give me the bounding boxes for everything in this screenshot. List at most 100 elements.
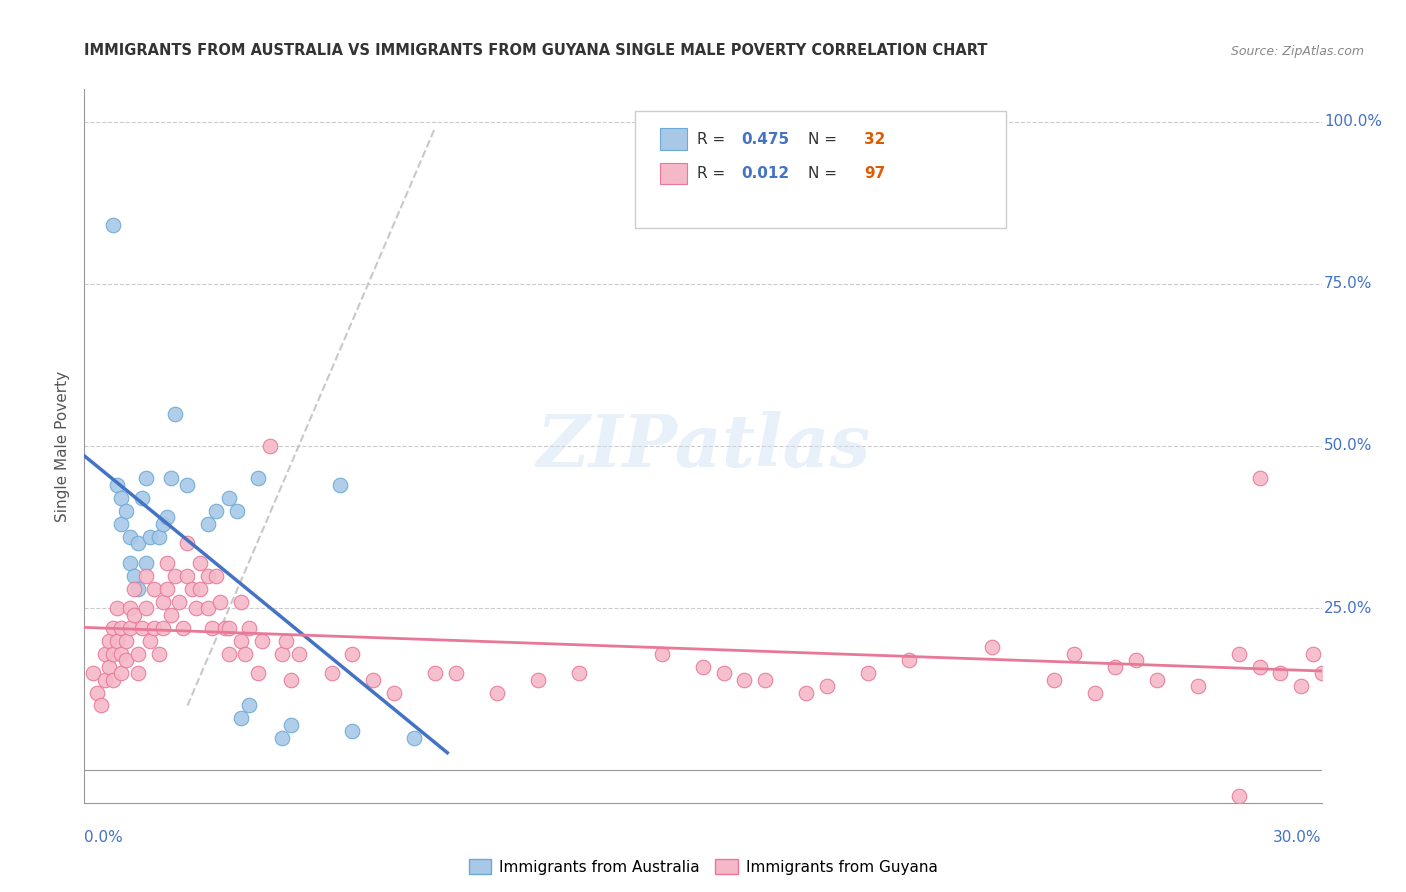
Point	[160, 471, 183, 485]
Point	[404, 731, 426, 745]
Point	[118, 530, 141, 544]
Point	[238, 621, 260, 635]
Point	[176, 478, 198, 492]
Point	[98, 633, 121, 648]
Point	[250, 633, 273, 648]
Point	[114, 504, 136, 518]
Text: 97: 97	[863, 166, 886, 181]
Text: Source: ZipAtlas.com: Source: ZipAtlas.com	[1230, 45, 1364, 58]
Text: 25.0%: 25.0%	[1324, 600, 1372, 615]
Point	[1227, 789, 1250, 804]
Point	[98, 659, 121, 673]
Point	[201, 621, 224, 635]
Point	[135, 471, 157, 485]
Point	[180, 582, 202, 596]
Point	[423, 666, 446, 681]
Point	[246, 471, 269, 485]
Point	[143, 621, 166, 635]
Point	[815, 679, 838, 693]
Point	[271, 647, 294, 661]
Point	[856, 666, 879, 681]
Point	[527, 673, 550, 687]
Point	[86, 685, 108, 699]
FancyBboxPatch shape	[636, 111, 1007, 228]
Text: 100.0%: 100.0%	[1324, 114, 1382, 129]
Point	[1249, 659, 1271, 673]
Point	[1104, 659, 1126, 673]
Point	[898, 653, 921, 667]
Point	[1249, 471, 1271, 485]
Point	[188, 556, 211, 570]
Point	[361, 673, 384, 687]
Point	[114, 633, 136, 648]
Point	[148, 530, 170, 544]
Point	[110, 621, 132, 635]
Point	[218, 491, 240, 505]
Point	[122, 582, 145, 596]
Point	[342, 647, 364, 661]
Text: N =: N =	[808, 132, 842, 146]
Point	[226, 504, 249, 518]
Point	[131, 491, 153, 505]
Point	[118, 601, 141, 615]
Point	[152, 621, 174, 635]
Point	[156, 510, 179, 524]
Point	[105, 478, 128, 492]
Point	[485, 685, 508, 699]
Point	[122, 607, 145, 622]
Text: 32: 32	[863, 132, 886, 146]
Point	[131, 621, 153, 635]
Point	[103, 673, 125, 687]
Point	[205, 504, 228, 518]
Point	[90, 698, 112, 713]
Point	[94, 647, 117, 661]
Point	[118, 621, 141, 635]
Point	[105, 601, 128, 615]
Text: 75.0%: 75.0%	[1324, 277, 1372, 292]
Point	[103, 219, 125, 233]
Point	[280, 718, 302, 732]
Legend: Immigrants from Australia, Immigrants from Guyana: Immigrants from Australia, Immigrants fr…	[463, 853, 943, 880]
Point	[127, 536, 149, 550]
Text: 30.0%: 30.0%	[1274, 830, 1322, 845]
Point	[733, 673, 755, 687]
Point	[105, 633, 128, 648]
Point	[122, 568, 145, 582]
Point	[103, 647, 125, 661]
FancyBboxPatch shape	[659, 128, 688, 150]
Point	[229, 711, 252, 725]
Point	[152, 516, 174, 531]
Point	[165, 568, 187, 582]
Text: N =: N =	[808, 166, 842, 181]
Point	[197, 601, 219, 615]
Point	[209, 595, 232, 609]
Point	[184, 601, 207, 615]
Point	[794, 685, 817, 699]
Point	[1084, 685, 1107, 699]
Text: ZIPatlas: ZIPatlas	[536, 410, 870, 482]
Point	[1146, 673, 1168, 687]
Point	[246, 666, 269, 681]
Point	[233, 647, 256, 661]
Point	[651, 647, 673, 661]
Point	[1310, 666, 1333, 681]
Point	[135, 556, 157, 570]
Point	[110, 491, 132, 505]
Point	[218, 621, 240, 635]
Text: 0.475: 0.475	[741, 132, 790, 146]
Text: 50.0%: 50.0%	[1324, 439, 1372, 453]
Point	[165, 407, 187, 421]
Point	[110, 666, 132, 681]
Point	[167, 595, 190, 609]
Point	[1063, 647, 1085, 661]
Point	[229, 595, 252, 609]
Point	[205, 568, 228, 582]
Point	[568, 666, 591, 681]
Point	[1302, 647, 1324, 661]
Text: IMMIGRANTS FROM AUSTRALIA VS IMMIGRANTS FROM GUYANA SINGLE MALE POVERTY CORRELAT: IMMIGRANTS FROM AUSTRALIA VS IMMIGRANTS …	[84, 43, 988, 58]
Point	[444, 666, 467, 681]
Point	[321, 666, 343, 681]
Point	[172, 621, 194, 635]
Point	[238, 698, 260, 713]
Text: R =: R =	[697, 166, 730, 181]
